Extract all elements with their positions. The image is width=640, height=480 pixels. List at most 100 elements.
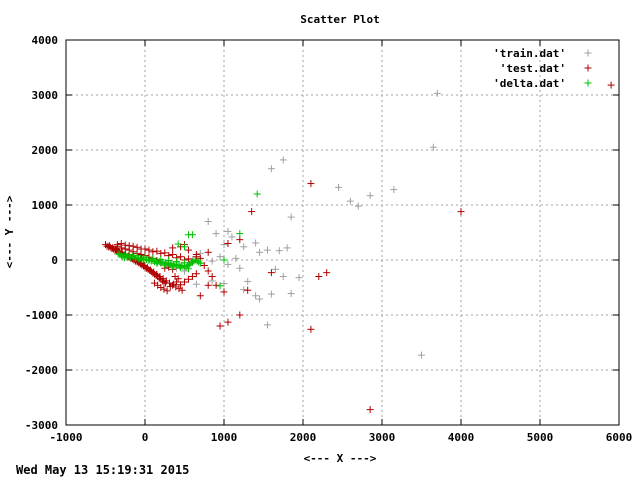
data-point [252,292,260,300]
data-point [163,287,171,295]
data-point [177,281,185,289]
data-point [129,242,137,250]
data-point [253,190,261,198]
data-point [457,208,465,216]
data-point [165,257,173,265]
data-point [184,255,192,263]
data-point [346,197,354,205]
data-point [366,192,374,200]
data-point [181,243,188,251]
data-point [307,180,315,188]
x-tick-label: -1000 [49,431,82,444]
data-point [173,278,181,286]
data-point [263,246,271,254]
data-point [117,240,125,247]
data-point [141,253,149,261]
data-point [133,252,141,260]
data-point [173,258,181,266]
data-point [354,202,362,210]
data-point [267,290,275,298]
data-point [169,251,177,258]
x-tick-label: 3000 [369,431,396,444]
data-point [271,265,279,273]
data-point [224,240,232,247]
data-point [263,321,271,329]
data-point [145,246,153,254]
data-point [275,247,283,255]
data-point [220,280,228,288]
data-point [196,292,204,300]
data-point [192,251,200,258]
data-point [607,81,615,89]
data-point [130,253,138,261]
data-point [390,186,398,194]
data-points [102,81,615,414]
legend-marker [584,49,592,57]
data-point [248,208,256,216]
data-point [212,230,220,238]
data-point [161,261,169,269]
chart-title: Scatter Plot [300,13,379,26]
data-point [287,290,295,298]
data-point [184,246,192,254]
data-point [137,245,145,253]
data-point [105,243,113,251]
data-point [175,285,183,293]
data-point [109,244,117,252]
y-tick-label: -3000 [25,419,58,432]
data-point [323,269,331,277]
data-point [418,351,425,359]
data-point [220,241,228,249]
x-tick-label: 6000 [606,431,633,444]
data-point [121,241,129,249]
data-point [169,263,177,271]
data-point [212,281,220,289]
timestamp-footer: Wed May 13 15:19:31 2015 [16,463,190,477]
data-point [174,240,182,248]
data-point [149,254,157,262]
data-point [287,213,295,221]
series-2 [114,190,261,290]
x-tick-label: 2000 [290,431,317,444]
legend-label: 'test.dat' [500,62,566,75]
data-point [122,252,130,260]
data-point [204,218,212,225]
data-point [216,253,224,261]
data-point [220,256,228,264]
data-point [160,285,168,293]
legend: 'train.dat' 'test.dat' 'delta.dat' [493,47,592,90]
legend-label: 'train.dat' [493,47,566,60]
plot-frame [65,39,620,426]
data-point [267,269,275,277]
data-point [208,273,216,280]
data-point [113,241,121,249]
data-point [149,248,157,256]
data-point [236,236,244,244]
data-point [125,242,133,250]
y-tick-label: 1000 [32,199,59,212]
data-point [252,239,260,247]
data-point [240,243,248,251]
x-axis-label: <--- X ---> [304,452,377,465]
data-point [283,244,291,252]
y-tick-label: 2000 [32,144,59,157]
data-point [184,265,192,273]
data-point [114,250,122,258]
data-point [116,251,124,258]
data-point [244,277,252,285]
data-point [192,280,200,288]
x-tick-label: 1000 [211,431,238,444]
y-tick-label: -2000 [25,364,58,377]
data-point [196,259,204,267]
data-point [216,322,224,330]
data-point [177,264,185,272]
legend-label: 'delta.dat' [493,77,566,90]
data-point [220,288,228,296]
y-tick-label: 3000 [32,89,59,102]
data-point [236,264,244,272]
x-tick-label: 4000 [448,431,475,444]
data-point [178,286,186,294]
data-point [256,295,264,303]
data-point [216,282,224,290]
data-point [125,251,133,258]
